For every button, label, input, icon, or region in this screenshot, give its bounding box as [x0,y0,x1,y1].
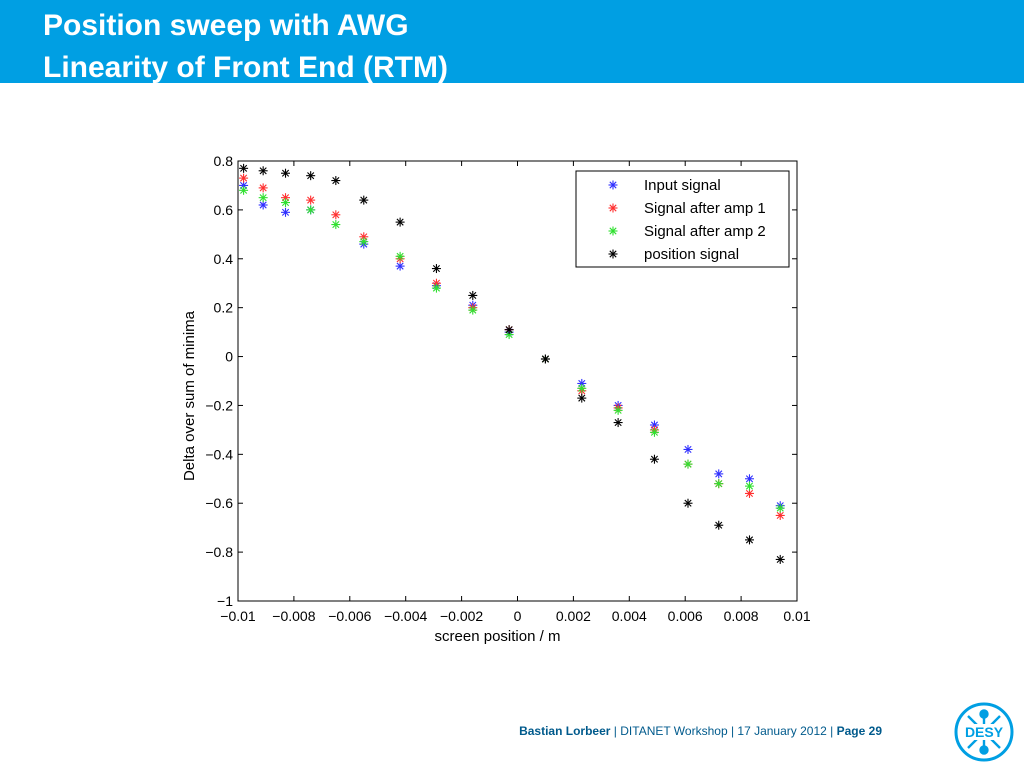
data-point [775,503,785,513]
data-point [649,427,659,437]
data-point [504,325,514,335]
x-tick-label: −0.01 [220,608,256,624]
y-tick-label: 0.8 [214,153,234,169]
desy-logo-icon: DESY [954,702,1014,762]
y-tick-label: 0.4 [214,251,234,267]
data-point [468,290,478,300]
slide-footer: Bastian Lorbeer | DITANET Workshop | 17 … [519,724,882,738]
x-tick-label: 0.006 [668,608,703,624]
footer-page-number: Page 29 [836,724,882,738]
data-point [239,185,249,195]
footer-event: DITANET Workshop | 17 January 2012 [620,724,827,738]
data-point [744,535,754,545]
data-point [683,459,693,469]
data-point [306,171,316,181]
data-point [258,183,268,193]
y-tick-label: 0.2 [214,300,234,316]
logo-text: DESY [965,724,1004,740]
data-point [431,264,441,274]
data-point [577,383,587,393]
y-tick-label: 0 [225,349,233,365]
y-tick-label: −0.8 [205,544,233,560]
data-point [306,205,316,215]
footer-author: Bastian Lorbeer [519,724,611,738]
data-point [395,251,405,261]
legend-label: Input signal [644,177,721,194]
data-point [714,479,724,489]
x-axis-label: screen position / m [435,628,561,645]
y-axis-label: Delta over sum of minima [181,310,198,481]
x-tick-label: 0.002 [556,608,591,624]
data-point [281,207,291,217]
legend-marker [608,226,618,236]
data-point [613,418,623,428]
legend-label: Signal after amp 2 [644,223,766,240]
y-tick-label: −0.4 [205,446,233,462]
x-tick-label: 0.008 [724,608,759,624]
title-bar: Position sweep with AWG Linearity of Fro… [0,0,1024,83]
data-point [239,163,249,173]
y-tick-label: 0.6 [214,202,234,218]
data-point [331,220,341,230]
legend-marker [608,180,618,190]
data-point [577,393,587,403]
data-point [613,405,623,415]
data-point [683,498,693,508]
x-tick-label: −0.006 [328,608,371,624]
legend-label: Signal after amp 1 [644,200,766,217]
y-tick-label: −0.6 [205,495,233,511]
y-tick-label: −1 [217,593,233,609]
data-point [649,454,659,464]
slide-title-line1: Position sweep with AWG [43,9,409,42]
x-tick-label: 0 [514,608,522,624]
data-point [395,217,405,227]
data-point [281,198,291,208]
x-tick-label: −0.004 [384,608,427,624]
data-point [331,210,341,220]
x-tick-label: −0.008 [272,608,315,624]
data-point [258,193,268,203]
data-point [359,195,369,205]
slide-title-line2: Linearity of Front End (RTM) [43,51,448,83]
data-point [744,488,754,498]
x-tick-label: 0.01 [783,608,810,624]
data-point [683,444,693,454]
data-point [281,168,291,178]
footer-separator: | [830,724,834,738]
legend-label: position signal [644,246,739,263]
x-tick-label: 0.004 [612,608,647,624]
footer-separator: | [613,724,617,738]
data-point [540,354,550,364]
data-point [258,166,268,176]
data-point [744,481,754,491]
data-point [306,195,316,205]
x-tick-label: −0.002 [440,608,483,624]
legend-marker [608,203,618,213]
scatter-chart: −0.01 −0.008 −0.006 −0.004 −0.002 0 0.002 0.004… [181,153,811,645]
legend-marker [608,249,618,259]
data-point [359,237,369,247]
y-tick-label: −0.2 [205,397,233,413]
data-point [468,305,478,315]
data-point [331,176,341,186]
data-point [431,283,441,293]
data-point [714,469,724,479]
data-point [775,554,785,564]
data-point [714,520,724,530]
data-point [239,173,249,183]
